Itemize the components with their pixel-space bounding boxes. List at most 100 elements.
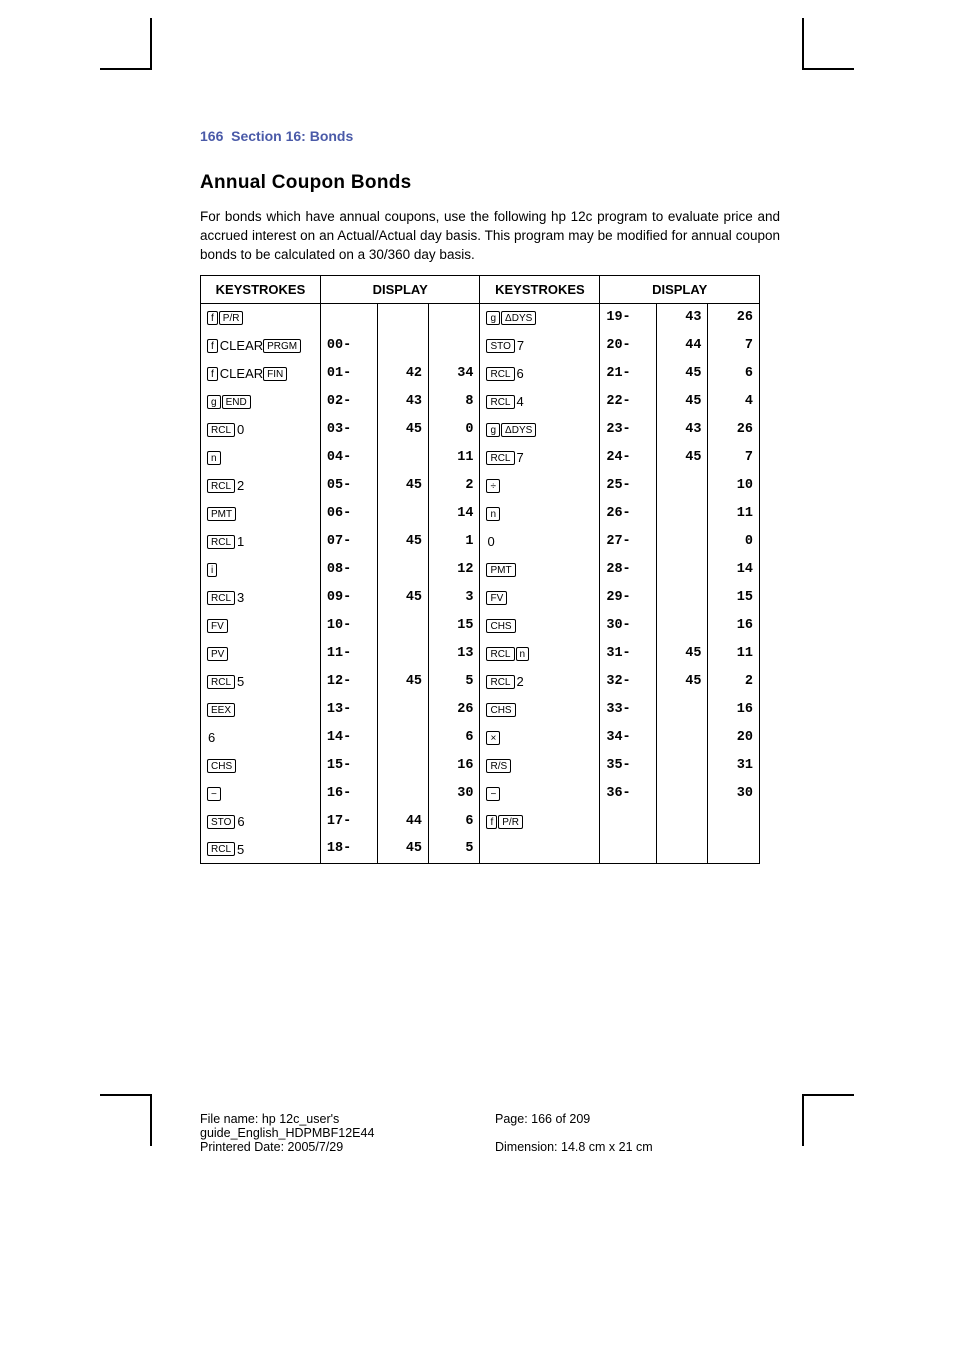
table-row: RCL309-453FV29-15 [201, 583, 760, 611]
keystroke-cell: STO6 [201, 807, 321, 835]
display-cell: 36- [600, 779, 657, 807]
table-row: PMT06-14n26-11 [201, 499, 760, 527]
display-cell: 13- [320, 695, 377, 723]
footer-printdate: Printered Date: 2005/7/29 [200, 1140, 495, 1154]
display-cell: 43 [657, 303, 708, 331]
display-cell: 45 [657, 639, 708, 667]
key-box: n [486, 507, 500, 521]
keystroke-cell: i [201, 555, 321, 583]
display-cell: 09- [320, 583, 377, 611]
key-box: FV [207, 619, 228, 633]
footer-dimension: Dimension: 14.8 cm x 21 cm [495, 1140, 653, 1154]
display-cell [657, 527, 708, 555]
key-box: STO [207, 815, 235, 829]
display-cell: 03- [320, 415, 377, 443]
display-cell: 16 [708, 611, 760, 639]
display-cell: 13 [429, 639, 480, 667]
intro-paragraph: For bonds which have annual coupons, use… [200, 208, 780, 265]
display-cell: 14 [429, 499, 480, 527]
display-cell [377, 303, 428, 331]
display-cell [657, 555, 708, 583]
display-cell: 0 [708, 527, 760, 555]
section-name: Section 16: Bonds [231, 128, 353, 144]
key-box: i [207, 563, 217, 577]
crop-mark [802, 68, 854, 70]
table-header: DISPLAY [600, 275, 760, 303]
keystroke-cell: RCL2 [201, 471, 321, 499]
key-box: g [486, 311, 500, 325]
display-cell: 31- [600, 639, 657, 667]
display-cell: 34 [429, 359, 480, 387]
display-cell: 5 [429, 667, 480, 695]
display-cell: 30 [429, 779, 480, 807]
display-cell: 29- [600, 583, 657, 611]
display-cell [657, 695, 708, 723]
keystroke-cell: RCL0 [201, 415, 321, 443]
display-cell: 15- [320, 751, 377, 779]
key-text: 4 [517, 394, 524, 409]
display-cell [377, 779, 428, 807]
key-text: 6 [237, 814, 244, 829]
display-cell: 31 [708, 751, 760, 779]
keystroke-cell: gEND [201, 387, 321, 415]
display-cell [377, 639, 428, 667]
display-cell: 00- [320, 331, 377, 359]
key-text: 7 [517, 450, 524, 465]
display-cell: 15 [429, 611, 480, 639]
display-cell [320, 303, 377, 331]
display-cell: 26 [429, 695, 480, 723]
display-cell: 33- [600, 695, 657, 723]
display-cell: 18- [320, 835, 377, 863]
display-cell: 45 [377, 583, 428, 611]
keystroke-cell: PMT [201, 499, 321, 527]
display-cell [708, 807, 760, 835]
keystroke-cell [480, 835, 600, 863]
crop-mark [100, 1094, 152, 1096]
display-cell: 10- [320, 611, 377, 639]
keystroke-cell: PV [201, 639, 321, 667]
crop-mark [150, 18, 152, 70]
key-box: f [207, 367, 218, 381]
display-cell: 6 [429, 807, 480, 835]
table-row: −16-30−36-30 [201, 779, 760, 807]
display-cell [377, 611, 428, 639]
display-cell: 2 [708, 667, 760, 695]
display-cell [377, 499, 428, 527]
keystroke-cell: FV [480, 583, 600, 611]
display-cell: 15 [708, 583, 760, 611]
keystroke-cell: RCL2 [480, 667, 600, 695]
key-box: RCL [207, 479, 235, 493]
table-row: CHS15-16R/S35-31 [201, 751, 760, 779]
display-cell: 44 [657, 331, 708, 359]
display-cell: 32- [600, 667, 657, 695]
crop-mark [150, 1094, 152, 1146]
key-box: − [486, 787, 500, 801]
key-text: 6 [517, 366, 524, 381]
key-box: g [207, 395, 221, 409]
display-cell: 7 [708, 331, 760, 359]
key-box: f [486, 815, 497, 829]
key-box: EEX [207, 703, 235, 717]
key-box: RCL [207, 842, 235, 856]
display-cell: 22- [600, 387, 657, 415]
keystroke-cell: RCL4 [480, 387, 600, 415]
display-cell: 34- [600, 723, 657, 751]
display-cell [377, 331, 428, 359]
display-cell: 11 [429, 443, 480, 471]
display-cell: 30- [600, 611, 657, 639]
key-box: RCL [486, 395, 514, 409]
display-cell: 26- [600, 499, 657, 527]
display-cell: 14- [320, 723, 377, 751]
display-cell: 30 [708, 779, 760, 807]
keystroke-cell: RCL1 [201, 527, 321, 555]
key-box: RCL [207, 675, 235, 689]
display-cell [657, 611, 708, 639]
table-row: FV10-15CHS30-16 [201, 611, 760, 639]
key-box: RCL [486, 367, 514, 381]
keystroke-cell: CHS [480, 695, 600, 723]
display-cell [657, 779, 708, 807]
display-cell: 28- [600, 555, 657, 583]
display-cell [429, 303, 480, 331]
page-number: 166 [200, 128, 223, 144]
key-box: FIN [263, 367, 287, 381]
